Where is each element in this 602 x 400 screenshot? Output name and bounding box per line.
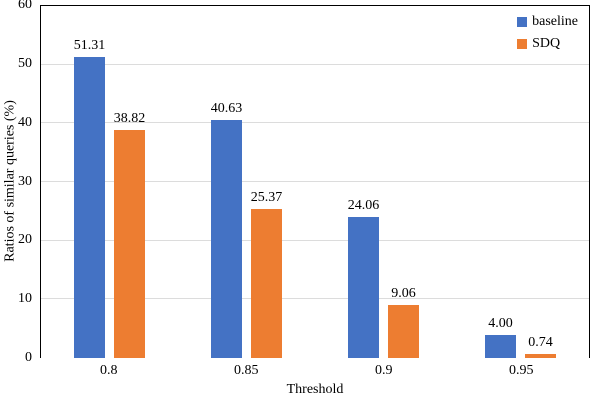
x-axis-title: Threshold	[286, 382, 344, 397]
bar-value-label: 9.06	[391, 285, 416, 301]
bar-value-label: 40.63	[210, 100, 243, 116]
bar-baseline-0.95: 4.00	[485, 316, 516, 358]
bar-SDQ-0.8: 38.82	[114, 112, 145, 358]
bar-baseline-0.8: 51.31	[74, 38, 105, 358]
y-tick-label-50: 50	[18, 55, 32, 71]
x-category-label-0.9: 0.9	[375, 363, 393, 378]
plot-area: 51.31 38.82 40.63 25.37 24.06 9.06 4.00 0.74 ba…	[40, 5, 590, 358]
y-tick-label-20: 20	[18, 232, 32, 248]
bar-group-0.95: 4.00 0.74	[452, 6, 589, 358]
gridline-50	[41, 63, 589, 65]
legend-item-baseline: baseline	[517, 15, 578, 29]
y-tick-label-40: 40	[18, 114, 32, 130]
bar-group-0.9: 24.06 9.06	[315, 6, 452, 358]
legend-label: SDQ	[532, 36, 561, 51]
bar-value-label: 25.37	[250, 190, 283, 206]
x-category-label-0.85: 0.85	[234, 363, 259, 378]
x-category-label-0.8: 0.8	[100, 363, 118, 378]
bar-SDQ-0.95: 0.74	[525, 335, 556, 358]
y-tick-label-30: 30	[18, 173, 32, 189]
bar-value-label: 38.82	[113, 111, 146, 127]
legend-item-SDQ: SDQ	[517, 37, 578, 51]
bar-value-label: 4.00	[488, 315, 513, 331]
gridline-10	[41, 298, 589, 300]
bar-value-label: 24.06	[347, 197, 380, 213]
gridline-40	[41, 122, 589, 124]
bar-SDQ-0.85: 25.37	[251, 191, 282, 358]
legend-swatch-icon	[517, 17, 528, 27]
y-tick-label-10: 10	[18, 291, 32, 307]
legend-swatch-icon	[517, 39, 528, 49]
bar-group-0.85: 40.63 25.37	[178, 6, 315, 358]
bar-value-label: 51.31	[73, 37, 106, 53]
legend: baseline SDQ	[517, 15, 578, 51]
y-tick-label-60: 60	[18, 0, 32, 12]
gridline-30	[41, 181, 589, 182]
bar-baseline-0.9: 24.06	[348, 198, 379, 358]
bar-SDQ-0.9: 9.06	[388, 286, 419, 358]
x-category-label-0.95: 0.95	[509, 363, 534, 378]
bar-value-label: 0.74	[528, 334, 553, 350]
legend-label: baseline	[532, 14, 578, 29]
gridline-20	[41, 239, 589, 241]
bar-group-0.8: 51.31 38.82	[41, 6, 178, 358]
y-tick-label-0: 0	[25, 350, 32, 365]
bar-baseline-0.85: 40.63	[211, 101, 242, 358]
